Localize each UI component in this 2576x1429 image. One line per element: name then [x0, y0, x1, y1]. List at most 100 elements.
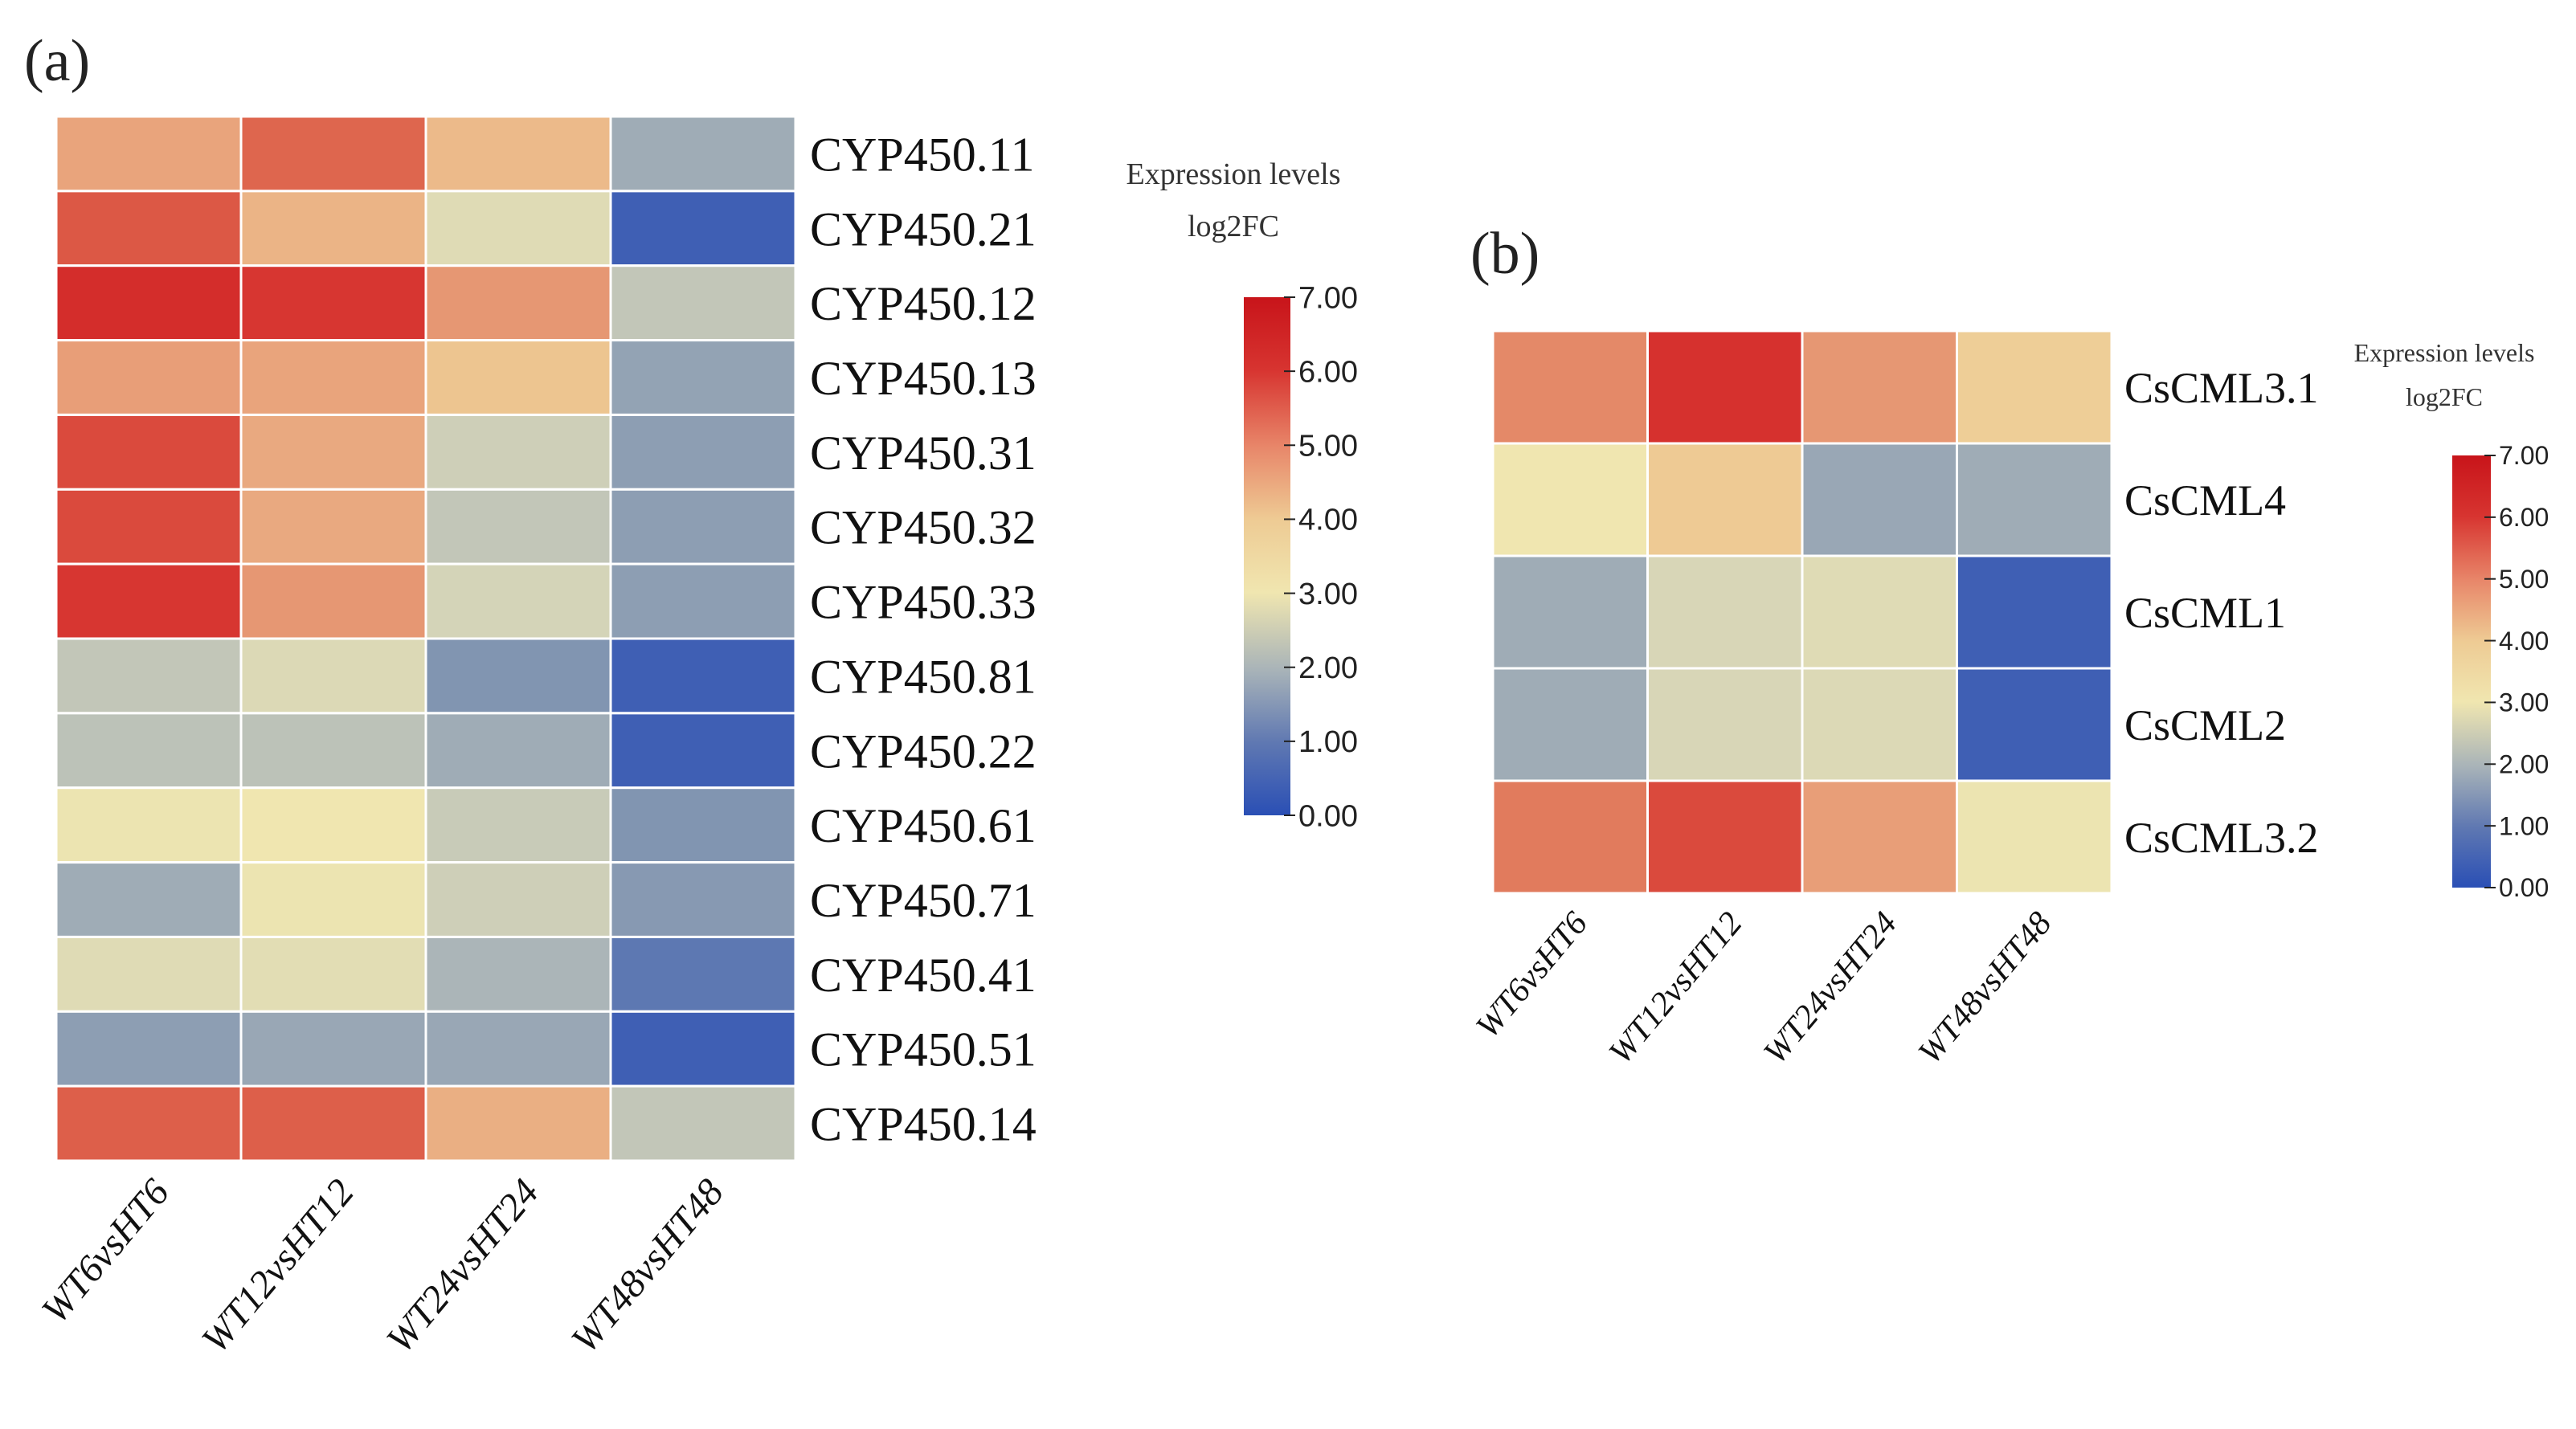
- row-label: CYP450.51: [810, 1023, 1037, 1076]
- heatmap-cell: [55, 712, 243, 790]
- legend-tick-label: 6.00: [1298, 355, 1358, 389]
- heatmap-cell: [609, 1010, 797, 1088]
- heatmap-cell: [239, 1010, 427, 1088]
- heatmap-cell: [1646, 442, 1804, 557]
- heatmap-cell: [424, 935, 612, 1013]
- heatmap-cell: [609, 562, 797, 640]
- panel-label-b: (b): [1470, 221, 1539, 287]
- heatmap-cell: [609, 413, 797, 491]
- heatmap-cell: [1801, 667, 1958, 782]
- heatmap-cell: [55, 1010, 243, 1088]
- row-label: CYP450.13: [810, 352, 1037, 405]
- legend-tick-label: 2.00: [2499, 749, 2549, 778]
- heatmap-cell: [424, 339, 612, 416]
- heatmap-cell: [55, 935, 243, 1013]
- heatmap-cell: [1956, 779, 2113, 895]
- column-label: WT24vsHT24: [378, 1171, 547, 1361]
- heatmap-cell: [1801, 442, 1958, 557]
- heatmap-cell: [424, 712, 612, 790]
- legend-tick-label: 5.00: [2499, 565, 2549, 594]
- row-labels-a: CYP450.11 CYP450.21 CYP450.12 CYP450.13 CYP4…: [810, 128, 1037, 1150]
- heatmap-cell: [1646, 329, 1804, 445]
- legend-tick-label: 0.00: [1298, 799, 1358, 833]
- heatmap-cell: [424, 115, 612, 193]
- heatmap-cell: [1491, 442, 1649, 557]
- row-label: CYP450.21: [810, 202, 1037, 255]
- legend-title-a: Expression levels: [1126, 157, 1340, 191]
- row-label: CsCML4: [2124, 476, 2286, 525]
- column-label: WT48vsHT48: [1912, 905, 2059, 1072]
- heatmap-cell: [609, 861, 797, 938]
- color-legend-b: Expression levels log2FC 0.00 1.00 2.00 3.0…: [2354, 338, 2549, 902]
- heatmap-cell: [55, 115, 243, 193]
- legend-tick-label: 3.00: [1298, 578, 1358, 611]
- legend-tick-label: 3.00: [2499, 688, 2549, 717]
- heatmap-cell: [1491, 667, 1649, 782]
- column-label: WT24vsHT24: [1756, 905, 1904, 1072]
- heatmap-cell: [424, 264, 612, 342]
- heatmap-cell: [609, 264, 797, 342]
- heatmap-cell: [239, 339, 427, 416]
- heatmap-cell: [1491, 329, 1649, 445]
- heatmap-cell: [424, 413, 612, 491]
- heatmap-cell: [239, 861, 427, 938]
- heatmap-cell: [1646, 667, 1804, 782]
- column-labels-a: WT6vsHT6 WT12vsHT12 WT24vsHT24 WT48vsHT48: [34, 1171, 732, 1361]
- legend-ticks-a: 0.00 1.00 2.00 3.00 4.00 5.00 6.00 7.00: [1284, 281, 1358, 833]
- heatmap-cell: [609, 935, 797, 1013]
- heatmap-cell: [609, 712, 797, 790]
- column-label: WT6vsHT6: [1469, 905, 1595, 1045]
- heatmap-cell: [1646, 779, 1804, 895]
- column-labels-b: WT6vsHT6 WT12vsHT12 WT24vsHT24 WT48vsHT48: [1469, 905, 2059, 1072]
- row-label: CYP450.81: [810, 650, 1037, 703]
- heatmap-cell: [1956, 667, 2113, 782]
- row-label: CsCML3.2: [2124, 814, 2319, 862]
- row-label: CYP450.32: [810, 501, 1037, 554]
- heatmap-panel-a: (a) CYP450.11 CYP450.21 CYP450.12 CYP450.13…: [24, 28, 1358, 1361]
- heatmap-cell: [609, 190, 797, 267]
- legend-tick-label: 5.00: [1298, 430, 1358, 463]
- heatmap-cell: [239, 562, 427, 640]
- legend-tick-label: 6.00: [2499, 503, 2549, 532]
- heatmap-cell: [424, 562, 612, 640]
- heatmap-cell: [239, 488, 427, 565]
- heatmap-cell: [55, 190, 243, 267]
- heatmap-cell: [55, 339, 243, 416]
- heatmap-cell: [55, 264, 243, 342]
- legend-tick-label: 7.00: [1298, 281, 1358, 315]
- legend-title-b: Expression levels: [2354, 338, 2535, 367]
- heatmap-cell: [1491, 554, 1649, 670]
- heatmap-cell: [609, 488, 797, 565]
- column-label: WT12vsHT12: [1602, 905, 1750, 1072]
- heatmap-cell: [55, 413, 243, 491]
- heatmap-cell: [55, 562, 243, 640]
- heatmap-cell: [609, 115, 797, 193]
- color-legend-a: Expression levels log2FC 0.00 1.00 2.00 3.0…: [1126, 157, 1357, 833]
- legend-tick-label: 1.00: [2499, 811, 2549, 840]
- heatmap-cell: [239, 115, 427, 193]
- heatmap-cell: [1956, 329, 2113, 445]
- heatmap-cell: [55, 488, 243, 565]
- legend-tick-label: 4.00: [2499, 627, 2549, 655]
- column-label: WT48vsHT48: [563, 1171, 732, 1361]
- legend-ticks-b: 0.00 1.00 2.00 3.00 4.00 5.00 6.00 7.00: [2484, 441, 2549, 902]
- heatmap-cell: [609, 1084, 797, 1162]
- heatmap-cell: [424, 637, 612, 715]
- heatmap-cell: [609, 339, 797, 416]
- heatmap-panel-b: (b) CsCML3.1 CsCML4 CsCML1 CsCML2 CsCML3.2 W…: [1469, 221, 2549, 1071]
- legend-tick-label: 1.00: [1298, 725, 1358, 759]
- row-label: CYP450.22: [810, 725, 1037, 778]
- row-label: CYP450.12: [810, 277, 1037, 330]
- row-label: CYP450.71: [810, 874, 1037, 927]
- legend-tick-label: 7.00: [2499, 441, 2549, 470]
- heatmap-cell: [1956, 554, 2113, 670]
- column-label: WT12vsHT12: [194, 1171, 362, 1361]
- heatmap-cell: [239, 935, 427, 1013]
- legend-tick-label: 4.00: [1298, 504, 1358, 537]
- row-label: CYP450.31: [810, 427, 1037, 480]
- heatmap-cell: [609, 786, 797, 864]
- heatmap-grid-a: [55, 115, 797, 1162]
- row-labels-b: CsCML3.1 CsCML4 CsCML1 CsCML2 CsCML3.2: [2124, 364, 2319, 862]
- heatmap-cell: [424, 861, 612, 938]
